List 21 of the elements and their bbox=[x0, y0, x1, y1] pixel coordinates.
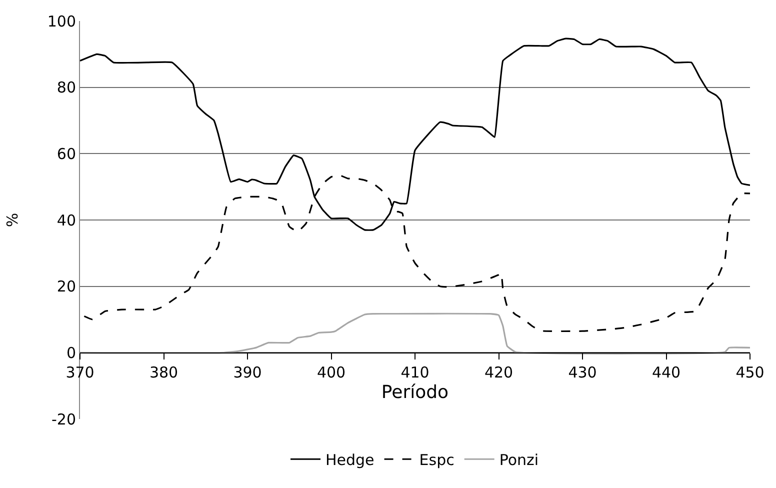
y-tick-label: 20 bbox=[56, 278, 76, 296]
legend-label: Espc bbox=[419, 450, 454, 469]
x-axis-title: Período bbox=[381, 382, 449, 403]
legend-label: Ponzi bbox=[499, 450, 539, 469]
x-tick-label: 420 bbox=[484, 364, 514, 382]
x-tick-label: 450 bbox=[736, 364, 764, 382]
y-tick-label: 100 bbox=[47, 12, 76, 30]
x-tick-label: 430 bbox=[568, 364, 597, 382]
legend-label: Hedge bbox=[326, 450, 374, 469]
x-tick-label: 390 bbox=[233, 364, 262, 382]
y-tick-label: -20 bbox=[52, 410, 76, 428]
x-tick-label: 400 bbox=[316, 364, 346, 382]
y-axis-title: % bbox=[4, 212, 22, 228]
y-tick-label: 0 bbox=[66, 344, 76, 362]
x-tick-label: 410 bbox=[400, 364, 430, 382]
x-tick-label: 380 bbox=[149, 364, 178, 382]
x-tick-label: 370 bbox=[66, 364, 94, 382]
y-tick-label: 40 bbox=[56, 211, 76, 230]
x-tick-label: 440 bbox=[652, 364, 681, 382]
y-tick-label: 60 bbox=[56, 144, 76, 163]
y-tick-label: 80 bbox=[56, 78, 76, 97]
